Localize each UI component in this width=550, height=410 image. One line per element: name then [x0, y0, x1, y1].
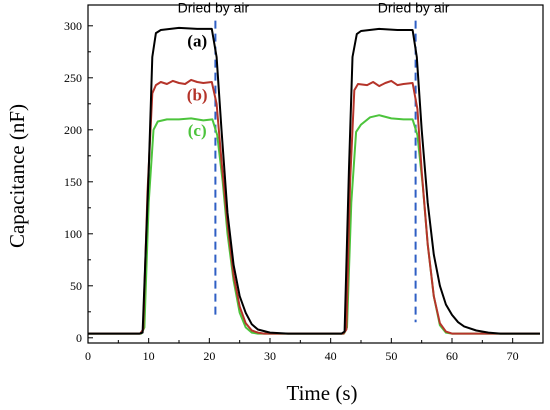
x-tick-label: 70: [507, 349, 519, 363]
x-tick-label: 10: [143, 349, 155, 363]
x-tick-label: 20: [203, 349, 215, 363]
series-line-a: [88, 26, 540, 335]
series-label-b: (b): [187, 86, 208, 105]
x-tick-label: 30: [264, 349, 276, 363]
x-axis-title: Time (s): [287, 381, 358, 405]
y-tick-label: 0: [76, 331, 82, 345]
y-axis-title: Capacitance (nF): [5, 104, 29, 248]
series-line-b: [88, 78, 540, 335]
y-tick-label: 50: [70, 279, 82, 293]
series-line-c: [88, 114, 540, 335]
series-layer: [88, 26, 540, 335]
x-tick-label: 40: [325, 349, 337, 363]
y-tick-label: 200: [64, 123, 82, 137]
dried-by-air-annotation: Dried by air: [178, 0, 250, 15]
label-layer: Dried by air Dried by air (a) (b) (c): [178, 0, 450, 140]
x-tick-label: 60: [446, 349, 458, 363]
x-tick-label: 50: [385, 349, 397, 363]
dried-by-air-annotation: Dried by air: [378, 0, 450, 15]
y-tick-label: 150: [64, 175, 82, 189]
dashed-marker-layer: [214, 20, 417, 323]
series-label-a: (a): [187, 32, 207, 51]
y-tick-label: 300: [64, 19, 82, 33]
y-tick-label: 250: [64, 71, 82, 85]
plot-frame: [87, 4, 544, 344]
x-tick-label: 0: [85, 349, 91, 363]
series-label-c: (c): [188, 121, 207, 140]
axes-layer: 0 10 20 30 40 50 60 70 0 50 100 150 200 250 300: [64, 4, 544, 363]
y-tick-label: 100: [64, 227, 82, 241]
